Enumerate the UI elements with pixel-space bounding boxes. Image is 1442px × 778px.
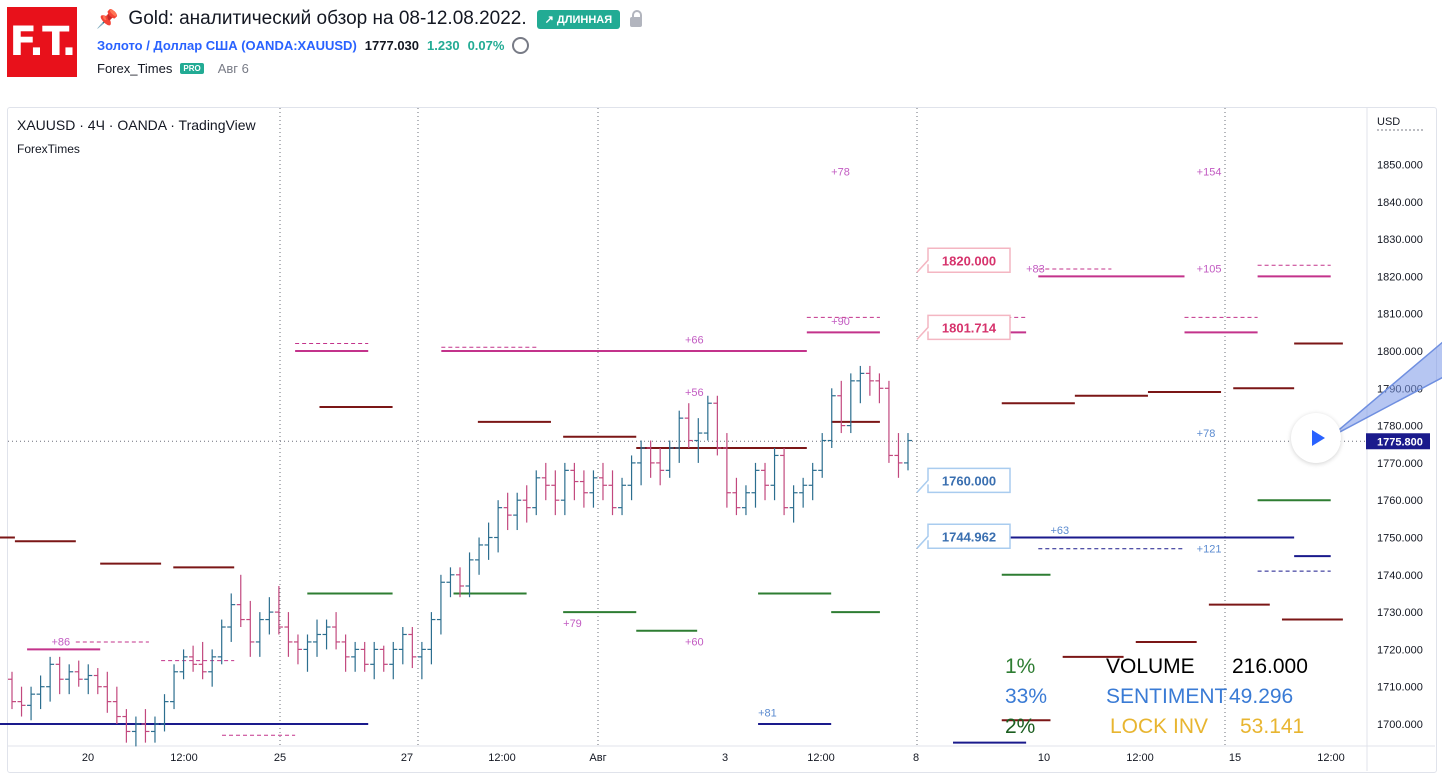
symbol-price: 1777.030: [364, 38, 420, 53]
level-annotation: +105: [1197, 264, 1222, 276]
chart-frame: [7, 107, 1437, 773]
last-price-label: 1775.800: [1377, 436, 1423, 448]
symbol-link[interactable]: Золото / Доллар США (OANDA:XAUUSD): [97, 38, 357, 53]
level-annotation: +154: [1197, 167, 1222, 179]
x-tick-label: 12:00: [1126, 752, 1154, 764]
stat-label: LOCK INV: [1110, 715, 1208, 738]
play-button[interactable]: [1291, 413, 1341, 463]
y-tick-label: 1720.000: [1377, 644, 1423, 656]
y-tick-label: 1770.000: [1377, 458, 1423, 470]
lock-icon: [630, 10, 643, 27]
direction-badge: ↗ ДЛИННАЯ: [536, 9, 621, 29]
stat-value: 216.000: [1232, 655, 1308, 678]
stat-label: SENTIMENT: [1106, 685, 1228, 708]
y-tick-label: 1750.000: [1377, 533, 1423, 545]
author-name[interactable]: Forex_Times: [97, 61, 173, 76]
level-annotation: +83: [1026, 264, 1045, 276]
stat-percent: 1%: [1005, 655, 1035, 678]
level-annotation: +78: [1197, 428, 1216, 440]
price-callout-label: 1744.962: [942, 529, 996, 544]
stat-percent: 2%: [1005, 715, 1035, 738]
level-annotation: +90: [831, 316, 850, 328]
y-tick-label: 1830.000: [1377, 234, 1423, 246]
x-tick-label: 3: [722, 752, 728, 764]
symbol-row: Золото / Доллар США (OANDA:XAUUSD) 1777.…: [97, 37, 530, 54]
x-tick-label: 12:00: [488, 752, 516, 764]
price-callout-label: 1801.714: [942, 320, 997, 335]
idea-title: Gold: аналитический обзор на 08-12.08.20…: [128, 8, 527, 29]
level-annotation: +60: [685, 637, 704, 649]
x-tick-label: 8: [913, 752, 919, 764]
author-row: Forex_Times PRO Авг 6: [97, 61, 249, 76]
x-tick-label: 15: [1229, 752, 1241, 764]
price-callout-label: 1760.000: [942, 473, 996, 488]
level-annotation: +86: [51, 637, 70, 649]
publish-date: Авг 6: [217, 61, 249, 76]
stat-label: VOLUME: [1106, 655, 1195, 678]
level-annotation: +81: [758, 708, 777, 720]
level-annotation: +63: [1050, 525, 1069, 537]
x-tick-label: Авг: [589, 752, 606, 764]
x-tick-label: 20: [82, 752, 94, 764]
y-tick-label: 1850.000: [1377, 160, 1423, 172]
symbol-change-pct: 0.07%: [467, 38, 505, 53]
y-tick-label: 1820.000: [1377, 271, 1423, 283]
price-callout: [916, 467, 1011, 494]
x-tick-label: 25: [274, 752, 286, 764]
y-tick-label: 1840.000: [1377, 197, 1423, 209]
y-tick-label: 1740.000: [1377, 570, 1423, 582]
chart-legend-symbol: XAUUSD · 4Ч · OANDA · TradingView: [17, 117, 256, 133]
pin-icon: 📌: [96, 8, 119, 29]
trend-arrow: [1330, 341, 1442, 438]
stat-value: 53.141: [1240, 715, 1304, 738]
brand-logo[interactable]: F.T.: [7, 7, 77, 77]
x-tick-label: 12:00: [1317, 752, 1345, 764]
chart-legend-author: ForexTimes: [17, 142, 80, 156]
x-tick-label: 12:00: [807, 752, 835, 764]
y-tick-label: 1800.000: [1377, 346, 1423, 358]
stat-value: 49.296: [1229, 685, 1293, 708]
stat-percent: 33%: [1005, 685, 1047, 708]
level-annotation: +79: [563, 618, 582, 630]
y-tick-label: 1730.000: [1377, 607, 1423, 619]
price-callout-label: 1820.000: [942, 253, 996, 268]
y-tick-label: 1760.000: [1377, 495, 1423, 507]
y-tick-label: 1700.000: [1377, 719, 1423, 731]
alarm-clock-icon[interactable]: [512, 37, 530, 54]
price-callout: [916, 314, 1011, 341]
x-tick-label: 27: [401, 752, 413, 764]
symbol-change: 1.230: [427, 38, 460, 53]
level-annotation: +121: [1197, 543, 1222, 555]
level-annotation: +66: [685, 335, 704, 347]
pro-badge: PRO: [180, 63, 204, 74]
y-tick-label: 1810.000: [1377, 309, 1423, 321]
idea-title-row: 📌 Gold: аналитический обзор на 08-12.08.…: [96, 8, 643, 30]
price-callout: [916, 523, 1011, 550]
price-callout: [916, 247, 1011, 274]
last-price-box: [1366, 433, 1430, 450]
y-tick-label: 1710.000: [1377, 682, 1423, 694]
y-tick-label: 1780.000: [1377, 421, 1423, 433]
x-tick-label: 10: [1038, 752, 1050, 764]
level-annotation: +78: [831, 167, 850, 179]
currency-label: USD: [1377, 116, 1400, 128]
x-tick-label: 12:00: [170, 752, 198, 764]
level-annotation: +56: [685, 387, 704, 399]
